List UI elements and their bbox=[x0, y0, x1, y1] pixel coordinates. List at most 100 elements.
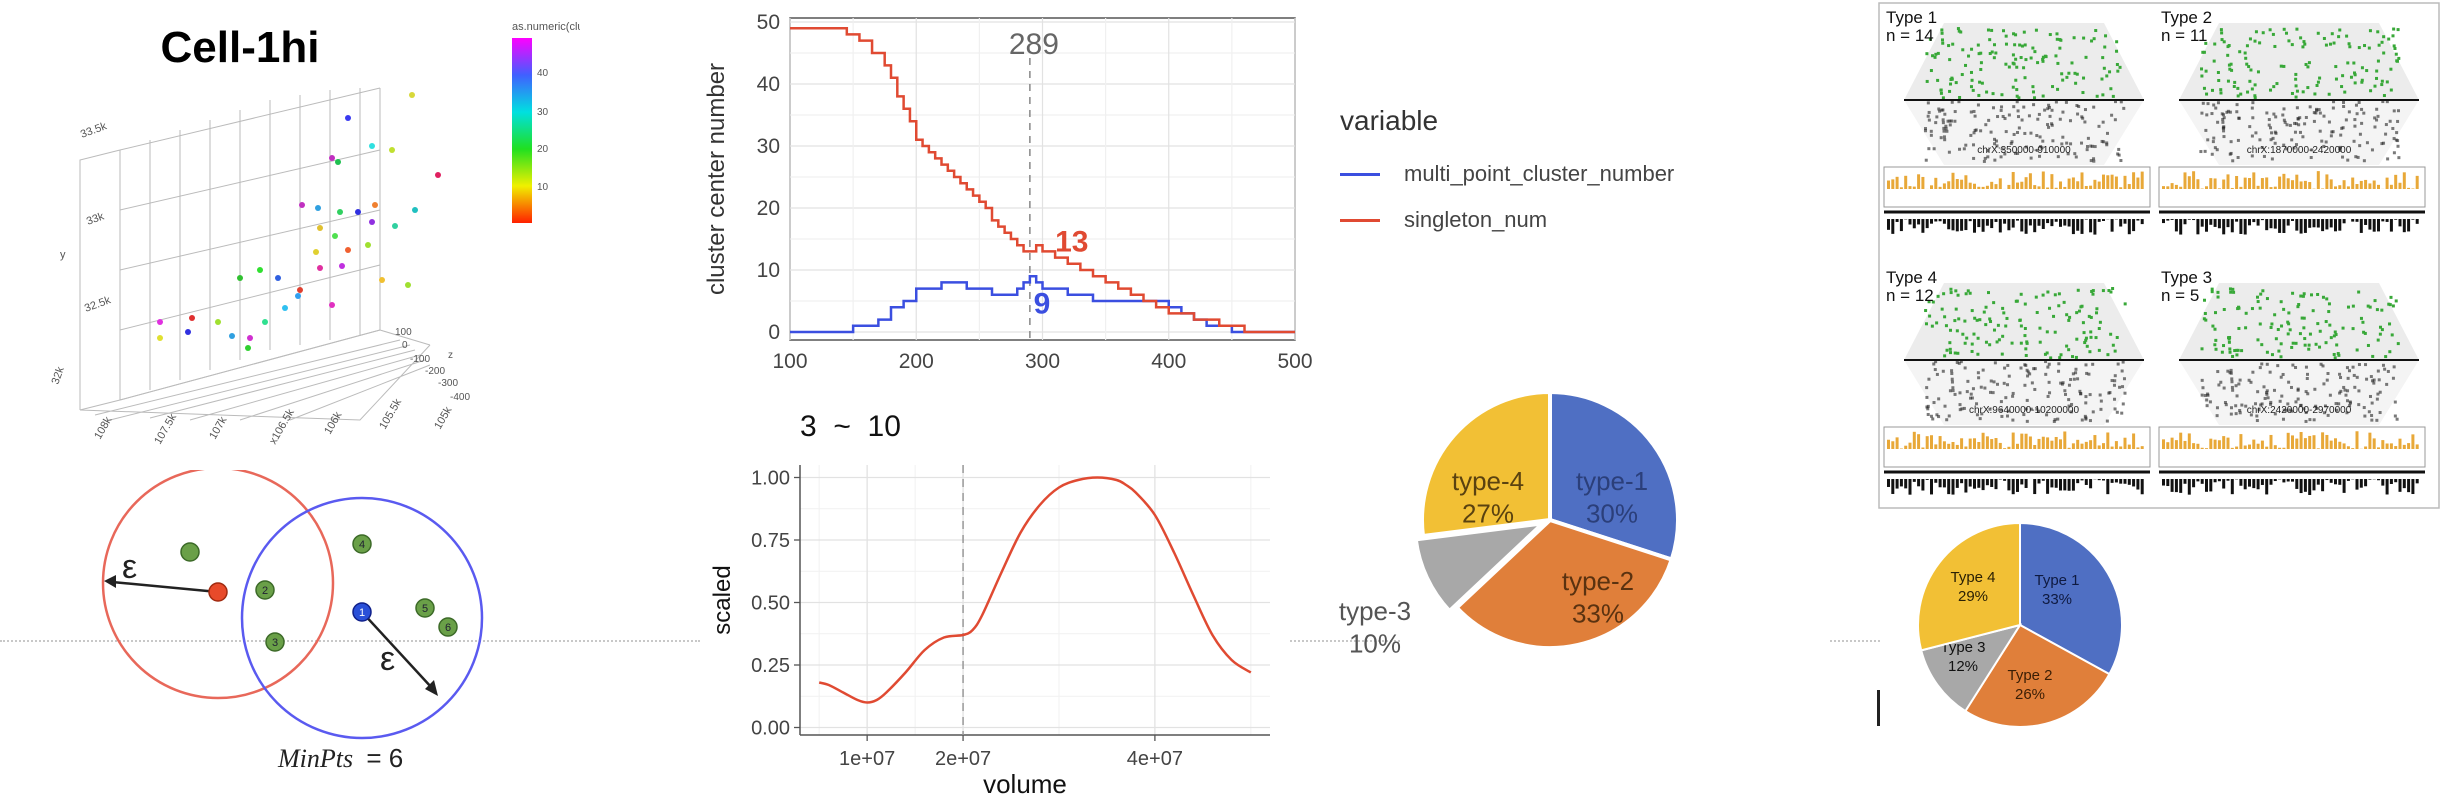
signal-bar-black bbox=[2402, 219, 2406, 233]
hic-contact-black bbox=[2070, 402, 2074, 406]
signal-bar-black bbox=[2123, 219, 2127, 224]
colorbar-ticks: 40 30 20 10 bbox=[537, 68, 549, 193]
hic-contact-black bbox=[2238, 378, 2242, 382]
signal-bar-black bbox=[1990, 219, 1994, 229]
hic-contact-black bbox=[2091, 410, 2095, 414]
signal-bar-orange bbox=[2136, 447, 2140, 449]
signal-bar-orange bbox=[2063, 186, 2067, 189]
signal-bar-black bbox=[2179, 219, 2183, 235]
hic-contact-green bbox=[2286, 320, 2290, 324]
hic-contact-black bbox=[2084, 363, 2088, 367]
y-tick-label: 50 bbox=[757, 11, 780, 34]
signal-bar-orange bbox=[1934, 444, 1938, 449]
hic-contact-green bbox=[2048, 33, 2052, 37]
hic-contact-green bbox=[1970, 342, 1974, 346]
hic-contact-black bbox=[2372, 381, 2376, 385]
colorbar-tick: 40 bbox=[537, 68, 549, 79]
signal-bar-black bbox=[2342, 479, 2346, 493]
signal-bar-black bbox=[2248, 219, 2251, 226]
signal-bar-black bbox=[1930, 219, 1933, 224]
hic-contact-green bbox=[2220, 31, 2224, 35]
point bbox=[185, 329, 191, 335]
scatter3d-points bbox=[157, 92, 441, 351]
hic-contact-black bbox=[2013, 151, 2017, 155]
hic-contact-green bbox=[2248, 37, 2252, 41]
hic-contact-black bbox=[2229, 368, 2233, 372]
hic-contact-green bbox=[2076, 288, 2080, 292]
signal-bar-orange bbox=[2123, 175, 2127, 189]
hic-contact-green bbox=[2022, 66, 2026, 70]
hic-contact-black bbox=[2219, 380, 2223, 384]
signal-bar-black bbox=[2136, 219, 2140, 221]
hic-contact-green bbox=[2035, 311, 2039, 315]
hic-contact-black bbox=[1999, 108, 2003, 112]
hic-contact-black bbox=[2355, 112, 2359, 116]
hic-contact-black bbox=[1959, 360, 1963, 364]
hic-contact-black bbox=[2258, 366, 2262, 370]
hic-contact-black bbox=[2045, 413, 2049, 417]
hic-contact-green bbox=[2337, 35, 2341, 39]
signal-bar-black bbox=[2127, 219, 2131, 235]
signal-bar-black bbox=[2174, 479, 2178, 493]
signal-bar-orange bbox=[2110, 174, 2114, 189]
signal-bar-orange bbox=[1917, 434, 1921, 449]
hic-contact-green bbox=[2023, 76, 2027, 80]
hic-contact-green bbox=[2228, 287, 2232, 291]
signal-bar-orange bbox=[2278, 176, 2282, 189]
hic-contact-green bbox=[2368, 305, 2372, 309]
annotation-label: 13 bbox=[1055, 225, 1088, 258]
hic-contact-black bbox=[2373, 116, 2377, 120]
hic-contact-black bbox=[2025, 398, 2029, 402]
hic-contact-black bbox=[2391, 376, 2395, 380]
hic-contact-green bbox=[2373, 84, 2377, 88]
minpts-name: MinPts bbox=[277, 744, 353, 773]
hic-contact-green bbox=[1958, 95, 1962, 99]
series-line-singleton_num bbox=[790, 26, 1295, 334]
hic-contact-black bbox=[2250, 106, 2254, 110]
hic-contact-black bbox=[1969, 396, 1973, 400]
signal-bar-black bbox=[2170, 479, 2174, 492]
signal-bar-black bbox=[1938, 219, 1942, 222]
hic-contact-green bbox=[1944, 324, 1948, 328]
hic-contact-green bbox=[2216, 70, 2220, 74]
signal-bar-black bbox=[2389, 479, 2393, 484]
point bbox=[332, 233, 338, 239]
signal-bar-orange bbox=[2415, 175, 2419, 189]
hic-contact-green bbox=[1963, 341, 1967, 345]
hic-contact-black bbox=[2237, 382, 2241, 386]
hic-contact-green bbox=[1953, 319, 1957, 323]
signal-bar-orange bbox=[2011, 171, 2015, 189]
hic-contact-black bbox=[2056, 417, 2060, 421]
hic-contact-green bbox=[2036, 61, 2040, 65]
hic-contact-green bbox=[2108, 70, 2112, 74]
signal-bar-black bbox=[2114, 479, 2118, 483]
signal-bar-orange bbox=[1887, 180, 1890, 189]
hic-contact-black bbox=[2382, 141, 2386, 145]
hic-contact-green bbox=[1984, 340, 1988, 344]
signal-bar-orange bbox=[1960, 179, 1964, 189]
y-tick: 33.5k bbox=[79, 120, 109, 141]
hic-contact-black bbox=[2205, 398, 2209, 402]
hic-contact-black bbox=[1932, 362, 1936, 366]
hic-contact-black bbox=[2312, 111, 2316, 115]
signal-bar-orange bbox=[1891, 441, 1895, 449]
point bbox=[412, 207, 418, 213]
pie-slice-type-3 bbox=[1919, 623, 2023, 713]
hic-contact-green bbox=[2318, 76, 2322, 80]
signal-bar-black bbox=[2162, 219, 2165, 224]
hic-contact-black bbox=[2272, 112, 2276, 116]
hic-contact-black bbox=[2080, 141, 2084, 145]
pie-label-name: Type 4 bbox=[1950, 569, 1995, 586]
hic-contact-black bbox=[2339, 376, 2343, 380]
hic-contact-green bbox=[2294, 84, 2298, 88]
hic-contact-black bbox=[2010, 140, 2014, 144]
signal-bar-orange bbox=[2411, 434, 2415, 449]
hic-contact-black bbox=[2231, 159, 2235, 163]
hic-contact-green bbox=[2033, 50, 2037, 54]
hic-contact-green bbox=[2087, 314, 2091, 318]
signal-bar-black bbox=[1904, 479, 1908, 489]
hic-contact-black bbox=[2360, 107, 2364, 111]
hic-contact-black bbox=[2119, 159, 2123, 163]
signal-bar-black bbox=[1994, 479, 1998, 490]
hic-contact-black bbox=[2293, 130, 2297, 134]
